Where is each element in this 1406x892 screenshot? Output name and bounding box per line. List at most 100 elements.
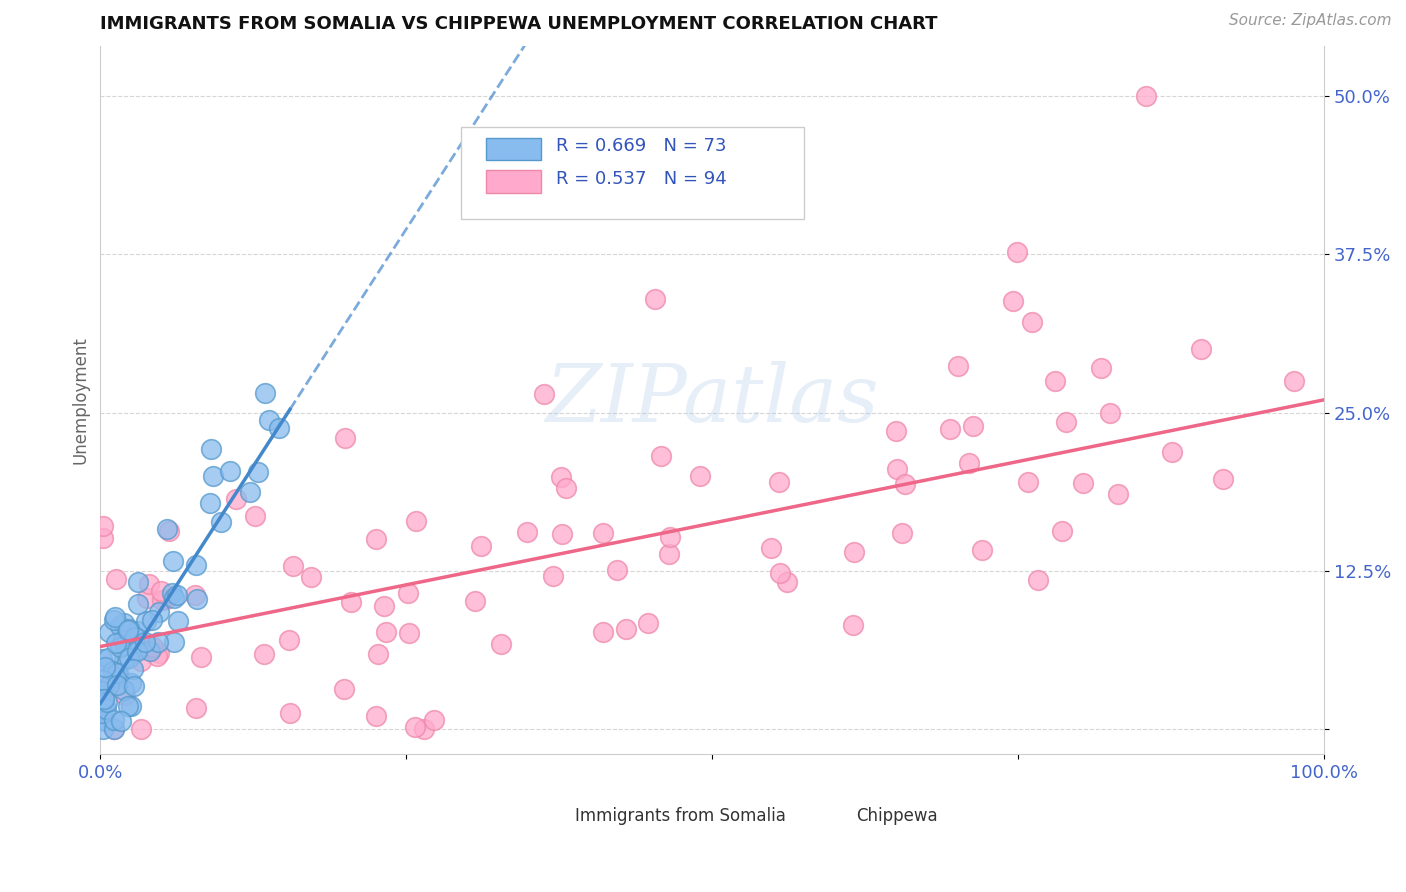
Point: [94, 713, 117, 727]
Point: [125, 643, 148, 657]
Point: [1021, 316, 1043, 330]
FancyBboxPatch shape: [541, 808, 568, 826]
Point: [637, 615, 659, 630]
Point: [110, 619, 132, 633]
Point: [1017, 475, 1039, 489]
Point: [141, 613, 163, 627]
Point: [120, 675, 142, 690]
Point: [891, 526, 914, 541]
Point: [186, 592, 208, 607]
Point: [142, 640, 165, 654]
Point: [470, 539, 492, 553]
Point: [90, 695, 112, 709]
Point: [117, 699, 139, 714]
Point: [117, 623, 139, 637]
Point: [946, 359, 969, 373]
Point: [1043, 374, 1066, 388]
Point: [1001, 293, 1024, 308]
Point: [364, 708, 387, 723]
Point: [198, 496, 221, 510]
Point: [122, 679, 145, 693]
Point: [110, 714, 132, 729]
Point: [101, 665, 124, 679]
Point: [96, 695, 118, 709]
Point: [120, 698, 142, 713]
Point: [127, 597, 149, 611]
Point: [1282, 374, 1305, 388]
Point: [90, 683, 112, 698]
Point: [155, 592, 177, 607]
Point: [554, 481, 576, 495]
Text: Source: ZipAtlas.com: Source: ZipAtlas.com: [1229, 13, 1392, 29]
Point: [93, 698, 115, 713]
Text: Immigrants from Somalia: Immigrants from Somalia: [575, 807, 786, 825]
Point: [184, 589, 207, 603]
Point: [97, 650, 120, 665]
Point: [184, 701, 207, 715]
FancyBboxPatch shape: [823, 808, 849, 826]
Point: [533, 386, 555, 401]
Point: [367, 647, 389, 661]
Text: ZIPatlas: ZIPatlas: [546, 361, 879, 439]
Point: [163, 634, 186, 648]
Point: [110, 640, 132, 655]
Point: [972, 542, 994, 557]
Point: [112, 653, 135, 667]
Point: [335, 431, 357, 445]
Point: [103, 722, 125, 736]
Point: [396, 585, 419, 599]
FancyBboxPatch shape: [485, 170, 541, 193]
Point: [162, 554, 184, 568]
Point: [148, 635, 170, 649]
Point: [225, 491, 247, 506]
Point: [118, 632, 141, 646]
Point: [957, 456, 980, 470]
Point: [333, 682, 356, 697]
Point: [127, 575, 149, 590]
Point: [592, 525, 614, 540]
Point: [253, 385, 276, 400]
Point: [91, 519, 114, 533]
Point: [1005, 245, 1028, 260]
Point: [105, 572, 128, 586]
Point: [375, 624, 398, 639]
Point: [257, 413, 280, 427]
Point: [98, 678, 121, 692]
Point: [1191, 342, 1213, 356]
Point: [148, 646, 170, 660]
Point: [190, 649, 212, 664]
Point: [166, 588, 188, 602]
Point: [1054, 415, 1077, 429]
Point: [894, 476, 917, 491]
Point: [283, 558, 305, 573]
Point: [340, 595, 363, 609]
Point: [104, 610, 127, 624]
Point: [101, 673, 124, 688]
Point: [614, 622, 637, 636]
Text: Chippewa: Chippewa: [856, 807, 938, 825]
Point: [844, 545, 866, 559]
Point: [202, 469, 225, 483]
Point: [550, 469, 572, 483]
Point: [97, 625, 120, 640]
Point: [90, 652, 112, 666]
Point: [135, 614, 157, 628]
Point: [114, 688, 136, 702]
Point: [886, 462, 908, 476]
Point: [108, 668, 131, 682]
Point: [105, 666, 128, 681]
Point: [373, 599, 395, 613]
Point: [118, 622, 141, 636]
Point: [91, 722, 114, 736]
Point: [423, 713, 446, 727]
Point: [962, 419, 984, 434]
Point: [121, 662, 143, 676]
Point: [139, 644, 162, 658]
Point: [125, 642, 148, 657]
Point: [551, 527, 574, 541]
Point: [768, 475, 790, 490]
Text: IMMIGRANTS FROM SOMALIA VS CHIPPEWA UNEMPLOYMENT CORRELATION CHART: IMMIGRANTS FROM SOMALIA VS CHIPPEWA UNEM…: [100, 15, 938, 33]
Point: [592, 624, 614, 639]
Point: [405, 514, 427, 528]
Point: [650, 449, 672, 463]
